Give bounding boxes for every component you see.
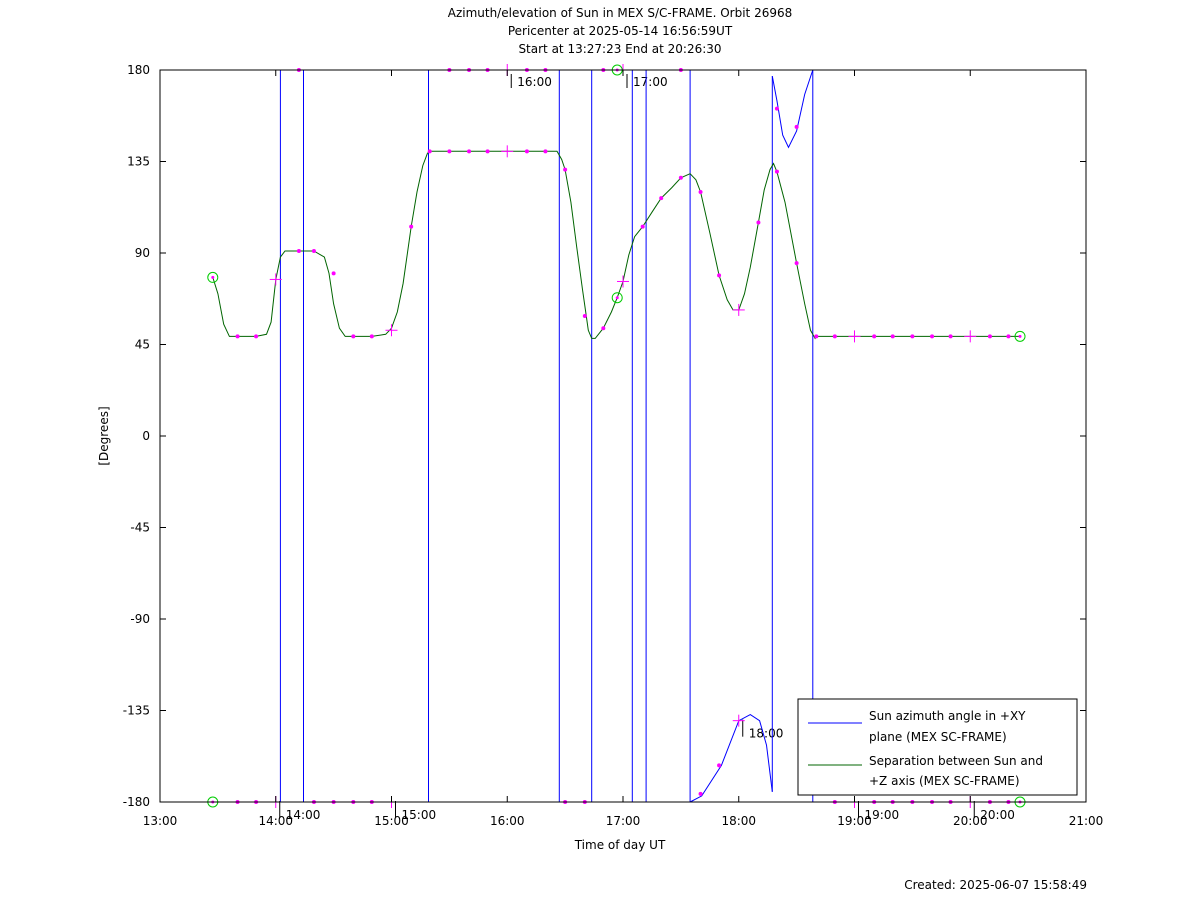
separation-point: [296, 248, 301, 253]
separation-point: [872, 334, 877, 339]
separation-event-point: [207, 271, 219, 283]
separation-point: [543, 149, 548, 154]
separation-point: [794, 261, 799, 266]
separation-point: [774, 169, 779, 174]
legend-label-azimuth-line-2: plane (MEX SC-FRAME): [869, 730, 1007, 744]
separation-point: [563, 167, 568, 172]
legend-label-separation-line-1: Separation between Sun and: [869, 754, 1043, 768]
separation-series-line: [212, 150, 1020, 340]
separation-point: [756, 220, 761, 225]
separation-point: [311, 248, 316, 253]
separation-point: [698, 190, 703, 194]
azimuth-point: [717, 763, 722, 768]
y-tick-label: 135: [127, 155, 150, 169]
hour-marker-label: 19:00: [865, 808, 900, 822]
separation-point: [890, 334, 895, 339]
separation-point: [640, 224, 645, 229]
chart-title-line-1: Azimuth/elevation of Sun in MEX S/C-FRAM…: [448, 6, 793, 20]
separation-event-point: [1014, 330, 1026, 342]
y-tick-label: -180: [123, 795, 150, 809]
separation-point: [485, 149, 490, 154]
separation-point: [678, 175, 683, 180]
azimuth-series-line: [689, 714, 773, 803]
separation-point: [467, 149, 472, 154]
chart-title-line-2: Pericenter at 2025-05-14 16:56:59UT: [508, 24, 733, 38]
created-timestamp: Created: 2025-06-07 15:58:49: [904, 878, 1087, 892]
legend-label-separation-line-2: +Z axis (MEX SC-FRAME): [869, 774, 1020, 788]
y-tick-label: -135: [123, 704, 150, 718]
hour-marker-label: 20:00: [980, 808, 1015, 822]
axes: 13:00 14:00 15:00 16:00 17:00 18:00 19:00 20:00…: [123, 63, 1104, 828]
y-tick-label: -90: [130, 612, 150, 626]
separation-point: [235, 334, 240, 339]
legend-label-azimuth-line-1: Sun azimuth angle in +XY: [869, 709, 1026, 723]
separation-event-point: [611, 292, 623, 304]
chart-title-line-3: Start at 13:27:23 End at 20:26:30: [518, 42, 721, 56]
separation-event-center: [615, 296, 619, 300]
separation-point: [409, 224, 414, 229]
separation-point: [832, 334, 837, 339]
x-tick-label: 17:00: [606, 814, 641, 828]
separation-point: [930, 334, 935, 339]
plot-frame: [159, 69, 1087, 803]
hour-marker-label: 17:00: [633, 75, 668, 89]
x-tick-label: 21:00: [1069, 814, 1104, 828]
separation-point: [351, 334, 356, 339]
x-axis-label: Time of day UT: [574, 838, 666, 852]
separation-point: [659, 196, 664, 201]
chart-title: Azimuth/elevation of Sun in MEX S/C-FRAM…: [448, 6, 793, 56]
separation-point: [601, 326, 606, 331]
azimuth-point: [698, 791, 703, 796]
separation-point: [524, 149, 529, 154]
azimuth-point: [794, 124, 799, 129]
separation-point: [910, 334, 915, 339]
separation-point: [717, 273, 722, 278]
separation-point: [814, 334, 819, 339]
x-tick-label: 14:00: [258, 814, 293, 828]
y-tick-label: 90: [135, 246, 150, 260]
azimuth-point: [774, 106, 779, 111]
separation-point: [331, 271, 336, 276]
azimuth-series-line: [771, 69, 814, 149]
y-tick-label: 45: [135, 338, 150, 352]
x-tick-label: 18:00: [721, 814, 756, 828]
y-tick-label: -45: [130, 521, 150, 535]
separation-point: [254, 334, 259, 339]
separation-point: [1006, 334, 1011, 339]
x-tick-label: 16:00: [490, 814, 525, 828]
x-tick-label: 20:00: [953, 814, 988, 828]
legend: Sun azimuth angle in +XY plane (MEX SC-F…: [797, 698, 1078, 796]
separation-point: [582, 314, 587, 319]
separation-point: [948, 334, 953, 339]
hour-marker-label: 18:00: [749, 727, 784, 741]
separation-event-center: [1018, 334, 1022, 338]
legend-box: [797, 698, 1078, 796]
separation-point: [987, 334, 992, 339]
separation-event-center: [211, 275, 215, 279]
separation-point: [369, 334, 374, 339]
x-tick-label: 19:00: [837, 814, 872, 828]
y-axis-label: [Degrees]: [97, 406, 111, 465]
hour-marker-label: 15:00: [402, 808, 437, 822]
hour-marker-label: 14:00: [286, 808, 321, 822]
separation-point: [447, 149, 452, 154]
y-tick-label: 180: [127, 63, 150, 77]
y-tick-label: 0: [142, 429, 150, 443]
x-tick-label: 13:00: [143, 814, 178, 828]
separation-point: [427, 149, 432, 154]
x-tick-label: 15:00: [374, 814, 409, 828]
hour-marker-label: 16:00: [517, 75, 552, 89]
